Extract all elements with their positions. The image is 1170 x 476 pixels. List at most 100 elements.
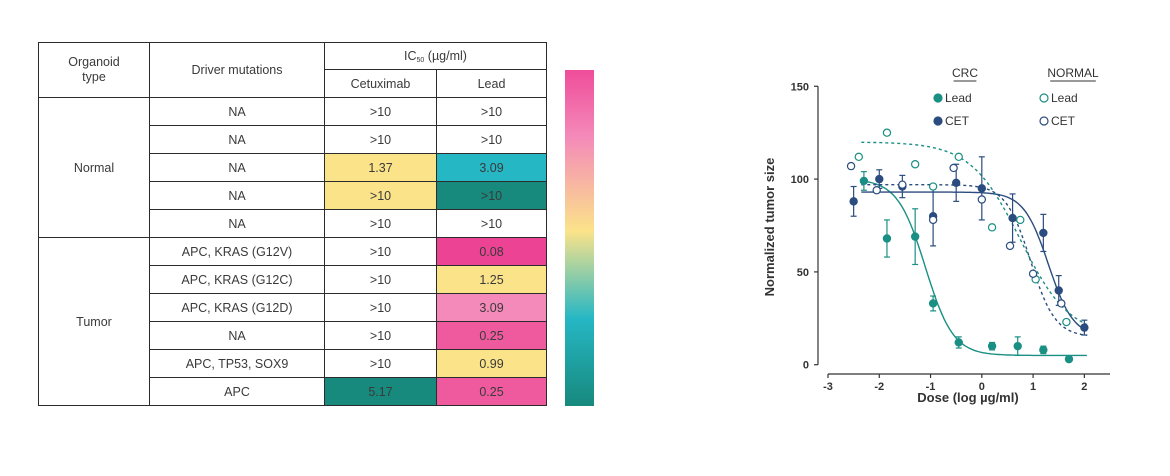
cetuximab-ic50-cell: >10 — [324, 293, 437, 322]
data-point — [882, 234, 892, 243]
organoid-type-cell: Normal — [38, 97, 150, 238]
data-point — [846, 161, 856, 171]
cetuximab-ic50-cell: >10 — [324, 237, 437, 266]
table-row: NA >10 >10 — [39, 209, 547, 238]
table-row: Normal NA >10 >10 — [38, 97, 547, 238]
x-tick-label: 1 — [1030, 381, 1036, 393]
y-tick-label: 150 — [791, 81, 809, 93]
cetuximab-ic50-cell: 5.17 — [324, 377, 437, 406]
x-tick-label: -2 — [874, 381, 884, 393]
data-point — [977, 184, 987, 193]
lead-ic50-cell: >10 — [436, 125, 547, 154]
lead-ic50-cell: 3.09 — [436, 293, 547, 322]
ic50-prefix: IC — [404, 48, 417, 63]
table-row: APC, KRAS (G12D) >10 3.09 — [39, 293, 547, 322]
legend-header: NORMAL — [1047, 66, 1099, 80]
data-point — [854, 152, 863, 162]
data-point — [882, 128, 892, 137]
cetuximab-ic50-cell: >10 — [324, 209, 437, 238]
x-tick-label: 0 — [979, 381, 985, 393]
cetuximab-ic50-cell: >10 — [324, 181, 437, 210]
data-point — [1008, 213, 1017, 223]
legend-marker — [1039, 93, 1049, 103]
data-point — [1039, 228, 1048, 238]
x-axis-title: Dose (log µg/ml) — [917, 390, 1018, 405]
data-point — [977, 195, 987, 204]
data-point — [1064, 354, 1074, 364]
mutation-cell: APC, TP53, SOX9 — [149, 349, 325, 378]
data-point — [1054, 286, 1063, 295]
data-point — [859, 176, 869, 186]
fit-curve — [861, 141, 1088, 326]
y-tick-label: 50 — [797, 267, 809, 279]
cetuximab-ic50-cell: >10 — [324, 349, 437, 378]
lead-ic50-cell: 1.25 — [436, 265, 547, 294]
y-tick-label: 0 — [803, 360, 809, 372]
lead-ic50-cell: 0.25 — [436, 321, 547, 350]
mutation-cell: NA — [149, 209, 325, 238]
data-point — [928, 215, 938, 225]
table-row: NA >10 >10 — [39, 125, 547, 154]
mutation-cell: APC, KRAS (G12C) — [149, 265, 325, 294]
mutation-cell: APC — [149, 377, 325, 406]
data-point — [1039, 345, 1048, 355]
data-point — [1057, 299, 1066, 308]
data-point — [987, 223, 997, 232]
data-point — [1016, 215, 1025, 225]
header-cetuximab: Cetuximab — [324, 69, 437, 98]
lead-ic50-cell: 0.99 — [436, 349, 547, 378]
data-point — [954, 338, 963, 347]
data-point — [910, 232, 920, 241]
mutation-cell: NA — [149, 153, 325, 182]
data-point — [872, 186, 881, 195]
legend-label: Lead — [945, 91, 972, 105]
lead-ic50-cell: >10 — [436, 209, 547, 238]
ic50-subscript: 50 — [416, 56, 425, 64]
ic50-unit: (µg/ml) — [424, 48, 467, 63]
cetuximab-ic50-cell: >10 — [324, 265, 437, 294]
chart-legend: CRC NORMAL Lead CET Lead CET — [933, 66, 1099, 128]
data-point — [1005, 241, 1015, 251]
data-point — [849, 197, 858, 206]
organoid-type-cell: Tumor — [38, 237, 150, 406]
header-organoid-type: Organoid type — [38, 42, 150, 98]
y-axis-title: Normalized tumor size — [762, 158, 777, 297]
lead-ic50-cell: 3.09 — [436, 153, 547, 182]
data-point — [949, 163, 958, 173]
mutation-cell: NA — [149, 321, 325, 350]
table-row: NA >10 >10 — [39, 181, 547, 210]
data-point — [875, 174, 884, 184]
header-lead: Lead — [436, 69, 547, 98]
table-row: Tumor APC, KRAS (G12V) >10 0.08 — [38, 237, 547, 406]
fit-curve — [861, 180, 1087, 357]
x-tick-label: -1 — [926, 381, 936, 393]
table-row: NA 1.37 3.09 — [39, 153, 547, 182]
cetuximab-ic50-cell: 1.37 — [324, 153, 437, 182]
data-point — [898, 180, 907, 189]
data-point — [951, 178, 961, 188]
data-points — [846, 128, 1089, 364]
mutation-cell: APC, KRAS (G12D) — [149, 293, 325, 322]
legend-marker — [1039, 116, 1049, 126]
data-point — [928, 182, 938, 191]
cetuximab-ic50-cell: >10 — [324, 97, 437, 126]
cetuximab-ic50-cell: >10 — [324, 125, 437, 154]
legend-marker — [933, 116, 943, 126]
header-driver-mutations: Driver mutations — [149, 42, 325, 98]
chart-axes: 0 50 100 150 -3 -2 -1 0 1 2 — [791, 81, 1110, 393]
ic50-table: Organoid type Driver mutations IC50 (µg/… — [38, 42, 547, 406]
data-point — [910, 160, 920, 169]
fit-curve — [861, 184, 1088, 336]
mutation-cell: NA — [149, 125, 325, 154]
legend-marker — [933, 93, 943, 103]
lead-ic50-cell: >10 — [436, 181, 547, 210]
legend-label: CET — [945, 114, 970, 128]
cetuximab-ic50-cell: >10 — [324, 321, 437, 350]
legend-header: CRC — [952, 66, 978, 80]
fit-curves — [861, 141, 1088, 357]
table-body: Normal NA >10 >10 NA >10 >10 NA 1.37 3.09 NA >10 >10… — [38, 97, 547, 406]
legend-label: CET — [1051, 114, 1076, 128]
table-row: NA >10 0.25 — [39, 321, 547, 350]
data-point — [1080, 323, 1089, 332]
